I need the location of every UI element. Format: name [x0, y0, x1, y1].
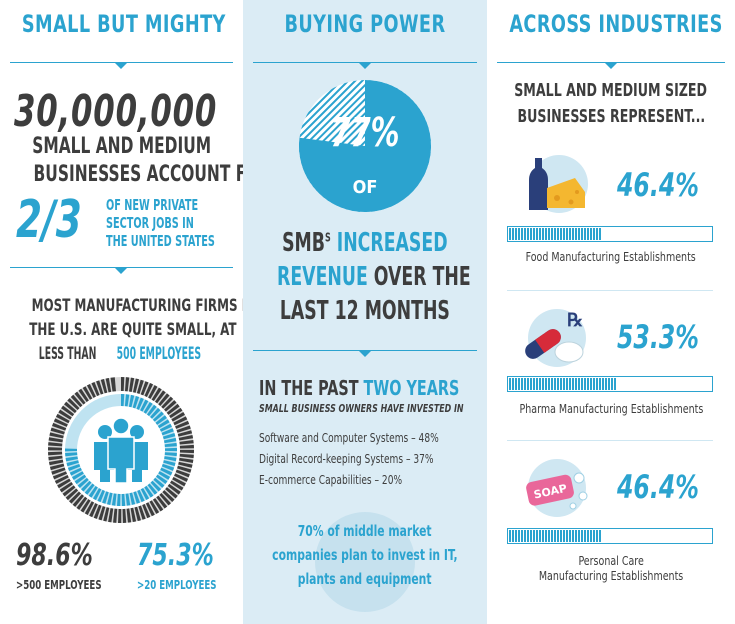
industry-value: 46.4% [617, 166, 699, 204]
employee-donut-chart [48, 377, 194, 523]
rx-pills-icon: ℞ [525, 309, 586, 367]
divider [507, 290, 713, 291]
small-medium-text: SMALL AND MEDIUM [32, 134, 211, 159]
employees-highlight: 500 EMPLOYEES [116, 344, 201, 364]
wine-cheese-icon [529, 155, 588, 213]
two-thirds-fraction: 2/3 [16, 190, 82, 250]
industry-progress-bar [507, 226, 713, 242]
industry-label: Personal Care [578, 554, 644, 568]
industries-subtitle-1: SMALL AND MEDIUM SIZED [514, 80, 708, 101]
investment-item: E-commerce Capabilities – 20% [259, 473, 403, 487]
industry-progress-bar [507, 376, 713, 392]
middle-market-3: plants and equipment [298, 570, 432, 588]
divider-notch [358, 62, 372, 69]
column-title: SMALL BUT MIGHTY [21, 10, 226, 38]
industries-subtitle-2: BUSINESSES REPRESENT... [517, 106, 705, 127]
divider-notch [114, 62, 128, 69]
industry-progress-bar [507, 528, 713, 544]
stat-label-1: >500 EMPLOYEES [16, 578, 102, 592]
past-subtitle: SMALL BUSINESS OWNERS HAVE INVESTED IN [259, 402, 464, 415]
buying-power-column: BUYING POWER 77% OF SMBS INCREASED REVEN… [243, 0, 487, 624]
past-two-years: IN THE PAST TWO YEARS [259, 376, 460, 400]
stat-value-2: 75.3% [137, 538, 214, 573]
revenue-text: REVENUE OVER THE [277, 262, 471, 292]
pie-slice [299, 80, 431, 212]
soap-icon: SOAP [526, 459, 588, 517]
industry-progress-fill [509, 530, 602, 542]
fraction-text-3: THE UNITED STATES [106, 232, 215, 250]
donut-outer-ring [48, 377, 194, 523]
manufacturing-text-3: LESS THAN 500 EMPLOYEES [38, 344, 201, 364]
percent-value: 77% [330, 110, 400, 156]
industry-value: 53.3% [617, 318, 699, 356]
smb-increased-text: SMBS INCREASED [282, 228, 448, 258]
column-title: ACROSS INDUSTRIES [509, 10, 723, 38]
investment-item: Software and Computer Systems – 48% [259, 431, 439, 445]
decorative-circle [315, 512, 415, 612]
fraction-text-1: OF NEW PRIVATE [106, 196, 199, 214]
donut-inner-ring [65, 394, 177, 506]
fraction-text-2: SECTOR JOBS IN [106, 214, 194, 232]
people-group-icon [94, 417, 148, 484]
divider-notch [358, 350, 372, 357]
manufacturing-text-1: MOST MANUFACTURING FIRMS IN [31, 296, 243, 316]
industry-value: 46.4% [617, 468, 699, 506]
industry-label: Pharma Manufacturing Establishments [519, 402, 703, 416]
across-industries-column: ACROSS INDUSTRIES SMALL AND MEDIUM SIZED… [487, 0, 735, 624]
divider-notch [114, 267, 128, 274]
investment-item: Digital Record-keeping Systems – 37% [259, 452, 434, 466]
column-title: BUYING POWER [284, 10, 446, 38]
businesses-account-text: BUSINESSES ACCOUNT FOR [33, 162, 243, 187]
last-months-text: LAST 12 MONTHS [279, 296, 451, 326]
manufacturing-text-2: THE U.S. ARE QUITE SMALL, AT [29, 320, 237, 340]
rx-symbol: ℞ [567, 310, 583, 331]
industry-progress-fill [509, 228, 602, 240]
stat-label-2: >20 EMPLOYEES [137, 578, 217, 592]
middle-market-2: companies plan to invest in IT, [272, 546, 458, 564]
of-text: OF [352, 177, 378, 198]
small-but-mighty-column: SMALL BUT MIGHTY 30,000,000 SMALL AND ME… [0, 0, 243, 624]
businesses-count: 30,000,000 [14, 86, 218, 137]
industry-label: Manufacturing Establishments [538, 569, 684, 583]
stat-value-1: 98.6% [16, 538, 93, 573]
buying-power-pie [299, 80, 431, 212]
middle-market-1: 70% of middle market [298, 522, 432, 540]
divider [507, 440, 713, 441]
divider-notch [604, 62, 618, 69]
industry-progress-fill [509, 378, 616, 390]
industry-label: Food Manufacturing Establishments [525, 250, 697, 264]
